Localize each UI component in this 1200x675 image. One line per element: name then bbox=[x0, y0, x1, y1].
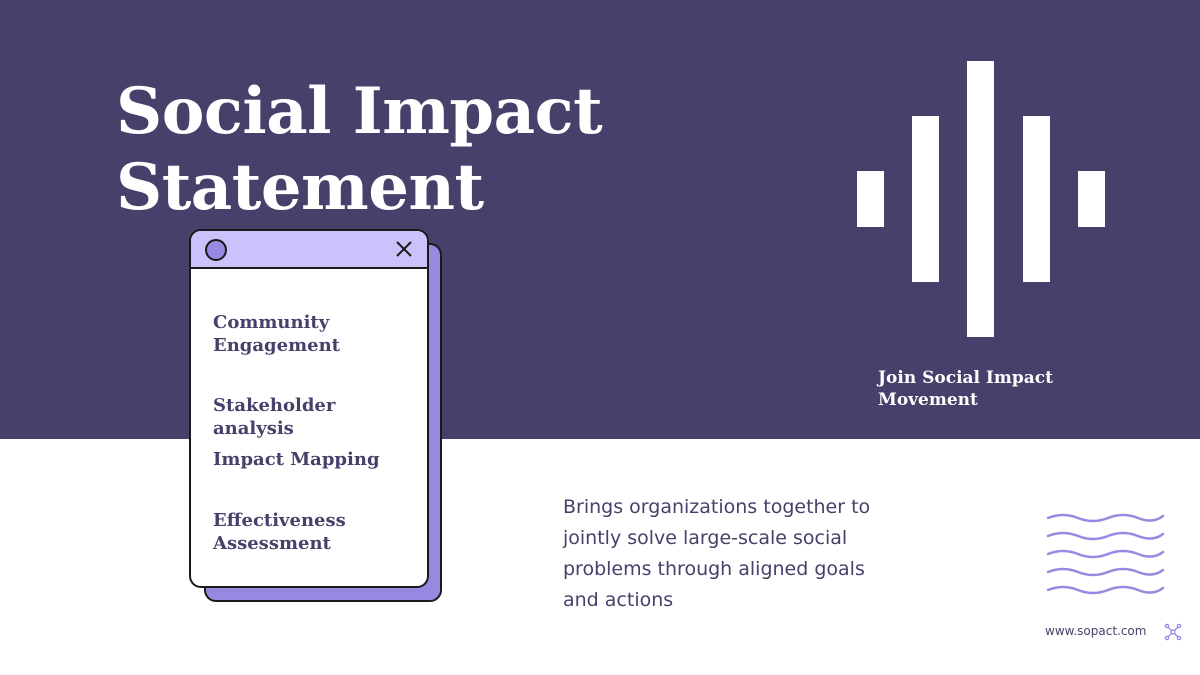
bar bbox=[1023, 116, 1050, 282]
join-line: Movement bbox=[878, 390, 978, 410]
description-line: Brings organizations together to bbox=[563, 496, 871, 518]
card-item-effectiveness-assessment: Effectiveness Assessment bbox=[213, 509, 346, 555]
card-item-line: Community bbox=[213, 312, 330, 333]
card-item-line: Stakeholder bbox=[213, 395, 336, 416]
card-item-line: analysis bbox=[213, 418, 294, 439]
sopact-logo-icon bbox=[1164, 623, 1182, 641]
description-line: jointly solve large-scale social bbox=[563, 527, 848, 549]
join-line: Join Social Impact bbox=[878, 368, 1053, 388]
card-item-line: Impact Mapping bbox=[213, 449, 380, 470]
card-item-community-engagement: Community Engagement bbox=[213, 311, 340, 357]
title-line-2: Statement bbox=[116, 150, 484, 225]
window-title-bar bbox=[191, 231, 427, 269]
join-movement-text: Join Social Impact Movement bbox=[878, 367, 1053, 411]
wavy-lines-icon bbox=[1046, 513, 1165, 595]
card-item-line: Effectiveness bbox=[213, 510, 346, 531]
close-icon[interactable] bbox=[393, 238, 415, 260]
footer-url[interactable]: www.sopact.com bbox=[1045, 624, 1147, 638]
description: Brings organizations together to jointly… bbox=[563, 492, 913, 616]
card-item-impact-mapping: Impact Mapping bbox=[213, 448, 380, 471]
circle-icon[interactable] bbox=[205, 239, 227, 261]
bar bbox=[967, 61, 994, 337]
bar bbox=[1078, 171, 1105, 227]
description-line: problems through aligned goals bbox=[563, 558, 865, 580]
bar bbox=[857, 171, 884, 227]
window-card: Community Engagement Stakeholder analysi… bbox=[189, 229, 429, 588]
card-item-line: Engagement bbox=[213, 335, 340, 356]
title-line-1: Social Impact bbox=[116, 74, 603, 149]
description-line: and actions bbox=[563, 589, 674, 611]
bar bbox=[912, 116, 939, 282]
page-title: Social Impact Statement bbox=[116, 74, 603, 226]
card-item-stakeholder-analysis: Stakeholder analysis bbox=[213, 394, 335, 440]
card-item-line: Assessment bbox=[213, 533, 331, 554]
